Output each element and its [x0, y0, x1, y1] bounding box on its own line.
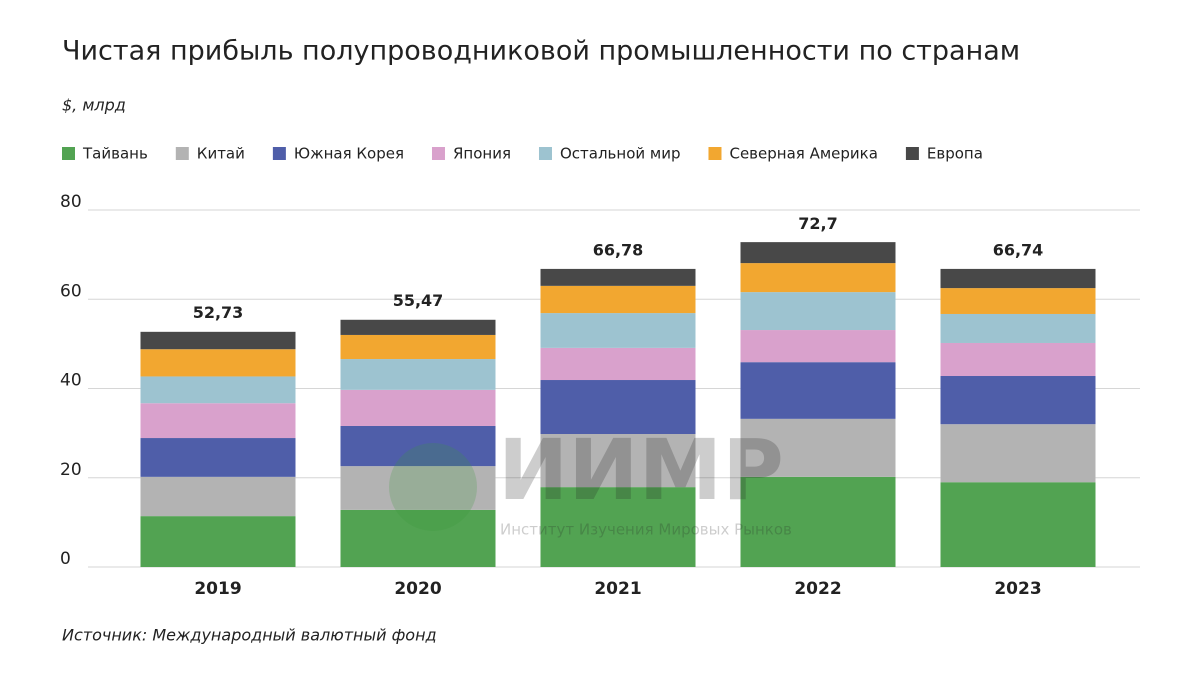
x-tick-label: 2022 — [794, 579, 841, 599]
bar-segment — [140, 376, 296, 404]
bar-segment — [140, 331, 296, 350]
bar-segment — [740, 263, 896, 293]
bar-segment — [540, 313, 696, 348]
bar-segment — [940, 288, 1096, 314]
bar-segment — [340, 509, 496, 567]
bar-segment — [540, 380, 696, 435]
bar-segment — [740, 476, 896, 567]
bar-segment — [740, 362, 896, 419]
total-label: 66,74 — [993, 241, 1044, 260]
watermark-title: ИИМР — [498, 421, 784, 519]
x-tick-label: 2021 — [594, 579, 641, 599]
bar-segment — [740, 330, 896, 363]
bar-segment — [540, 285, 696, 314]
bar-segment — [740, 418, 896, 477]
bar-segment — [740, 292, 896, 331]
x-tick-label: 2023 — [994, 579, 1041, 599]
legend-swatch — [431, 147, 445, 160]
legend-label: Китай — [197, 145, 245, 163]
bar-segment — [540, 487, 696, 567]
y-tick-label: 0 — [60, 549, 71, 569]
bar-segment — [140, 516, 296, 567]
legend-swatch — [708, 147, 722, 160]
bar-segment — [540, 347, 696, 381]
legend-label: Южная Корея — [294, 145, 404, 163]
bar-segment — [340, 359, 496, 390]
legend-label: Европа — [927, 145, 983, 163]
legend-label: Япония — [453, 145, 511, 163]
legend-swatch — [272, 147, 286, 160]
legend: Тайвань Китай Южная Корея Япония Остальной м… — [62, 145, 983, 163]
bar-segment — [340, 334, 496, 360]
plot: 0 20 40 60 80 52,73 2019 55,47 2020 66,78 2021 72,7… — [60, 192, 1140, 599]
x-tick-label: 2019 — [194, 579, 241, 599]
x-tick-label: 2020 — [394, 579, 441, 599]
source: Источник: Международный валютный фонд — [62, 626, 437, 645]
bar-segment — [340, 466, 496, 510]
bar-segment — [940, 268, 1096, 289]
y-tick-label: 40 — [60, 371, 82, 391]
y-tick-label: 80 — [60, 192, 82, 212]
bar-segment — [940, 313, 1096, 343]
bar-segment — [340, 319, 496, 335]
watermark-subtitle: Институт Изучения Мировых Рынков — [500, 521, 792, 539]
bar-segment — [140, 403, 296, 439]
y-tick-label: 60 — [60, 281, 82, 301]
bar-segment — [540, 268, 696, 286]
subtitle: $, млрд — [62, 96, 126, 115]
bar-segment — [540, 434, 696, 488]
bar-segment — [140, 349, 296, 377]
legend-swatch — [175, 147, 189, 160]
bar-segment — [940, 376, 1096, 425]
bar-segment — [340, 389, 496, 426]
bar-segment — [140, 438, 296, 477]
legend-label: Северная Америка — [729, 145, 877, 163]
bar-segment — [940, 342, 1096, 377]
bar-segment — [940, 424, 1096, 483]
total-label: 66,78 — [593, 240, 644, 259]
watermark: ИИМР Институт Изучения Мировых Рынков — [389, 421, 792, 539]
legend-swatch — [538, 147, 552, 160]
legend-swatch — [62, 147, 75, 160]
bar-segment — [340, 425, 496, 467]
bar-segment — [740, 242, 896, 264]
bar-segment — [140, 476, 296, 517]
total-label: 72,7 — [798, 214, 837, 233]
total-label: 52,73 — [193, 303, 244, 322]
chart-title: Чистая прибыль полупроводниковой промышл… — [62, 36, 1020, 67]
legend-label: Остальной мир — [560, 145, 681, 163]
watermark-logo — [389, 443, 477, 531]
legend-label: Тайвань — [82, 145, 148, 163]
bar-segment — [940, 482, 1096, 567]
legend-swatch — [905, 147, 919, 160]
total-label: 55,47 — [393, 291, 444, 310]
y-tick-label: 20 — [60, 460, 82, 480]
